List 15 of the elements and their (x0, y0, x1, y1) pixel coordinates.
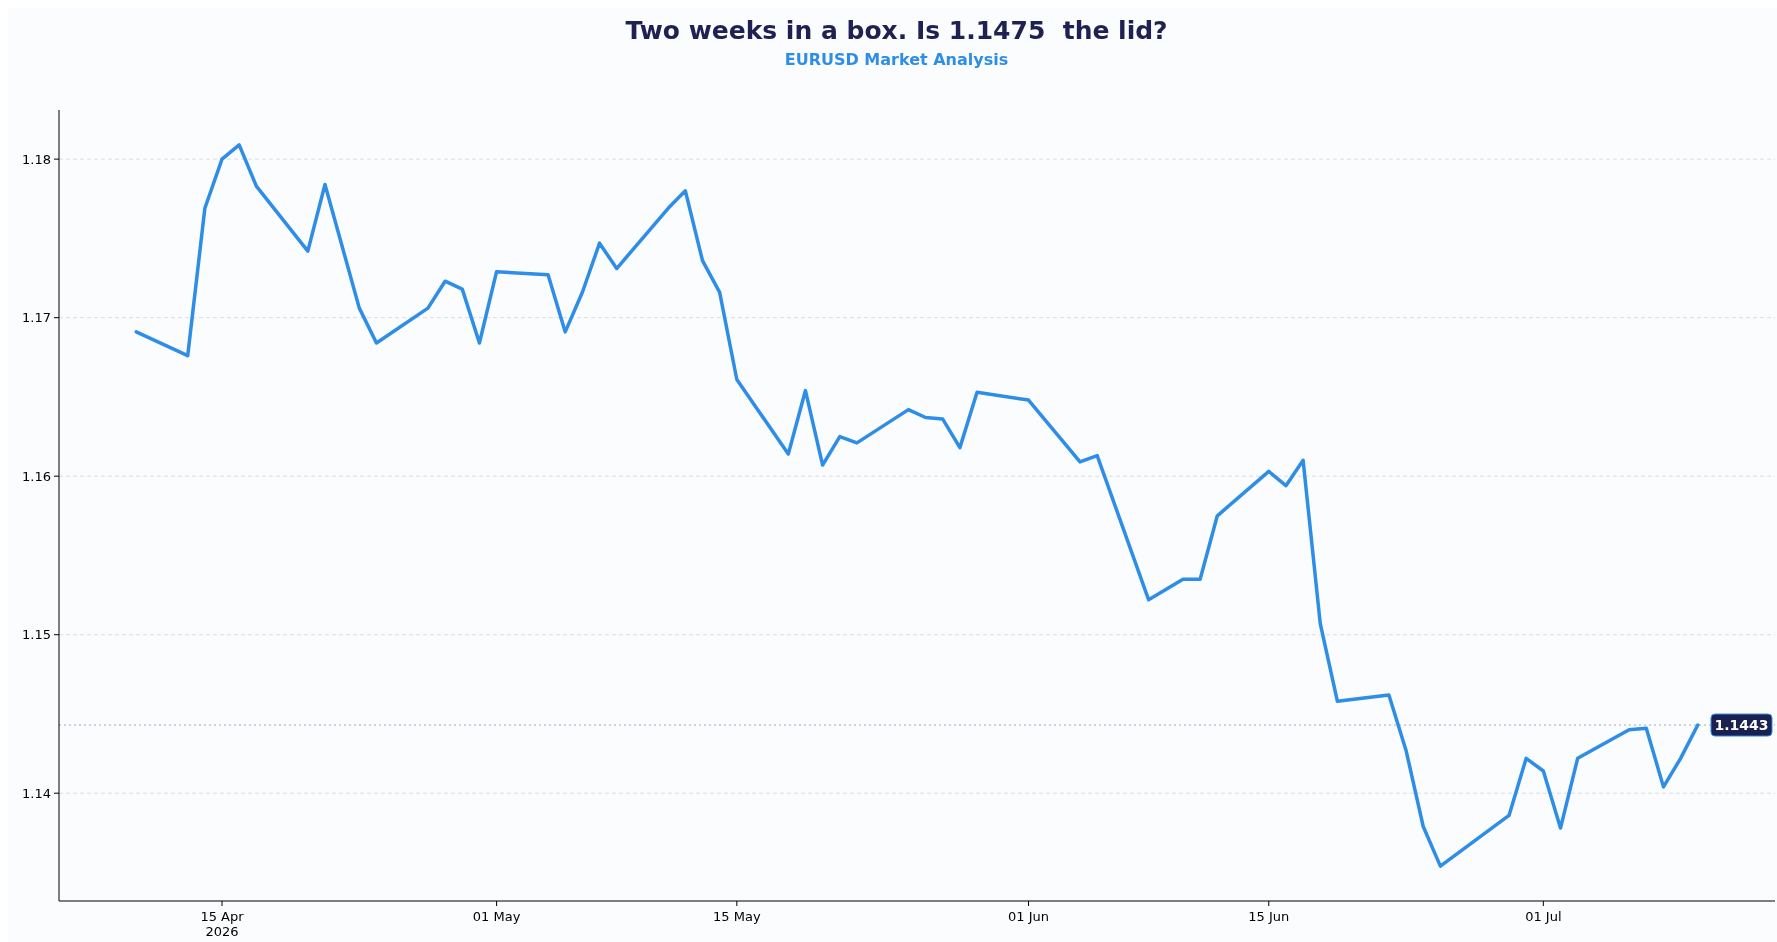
y-tick-label: 1.16 (22, 468, 51, 484)
y-tick-label: 1.18 (22, 151, 51, 167)
chart-title: Two weeks in a box. Is 1.1475 the lid? (625, 16, 1168, 45)
x-tick-label: 01 May (472, 909, 521, 924)
y-tick-label: 1.14 (22, 785, 51, 801)
ref-line-label: 1.1443 (1714, 717, 1769, 734)
x-tick-label: 01 Jun (1008, 909, 1050, 924)
x-tick-label: 01 Jul (1525, 909, 1562, 924)
x-tick-label: 15 Apr 2026 (200, 909, 245, 939)
y-tick-label: 1.15 (22, 627, 51, 643)
y-tick-label: 1.17 (22, 310, 51, 326)
x-tick-label: 15 Jun (1248, 909, 1290, 924)
line-series (134, 143, 1700, 868)
chart-subtitle: EURUSD Market Analysis (784, 50, 1009, 69)
x-tick-label: 15 May (713, 909, 761, 924)
